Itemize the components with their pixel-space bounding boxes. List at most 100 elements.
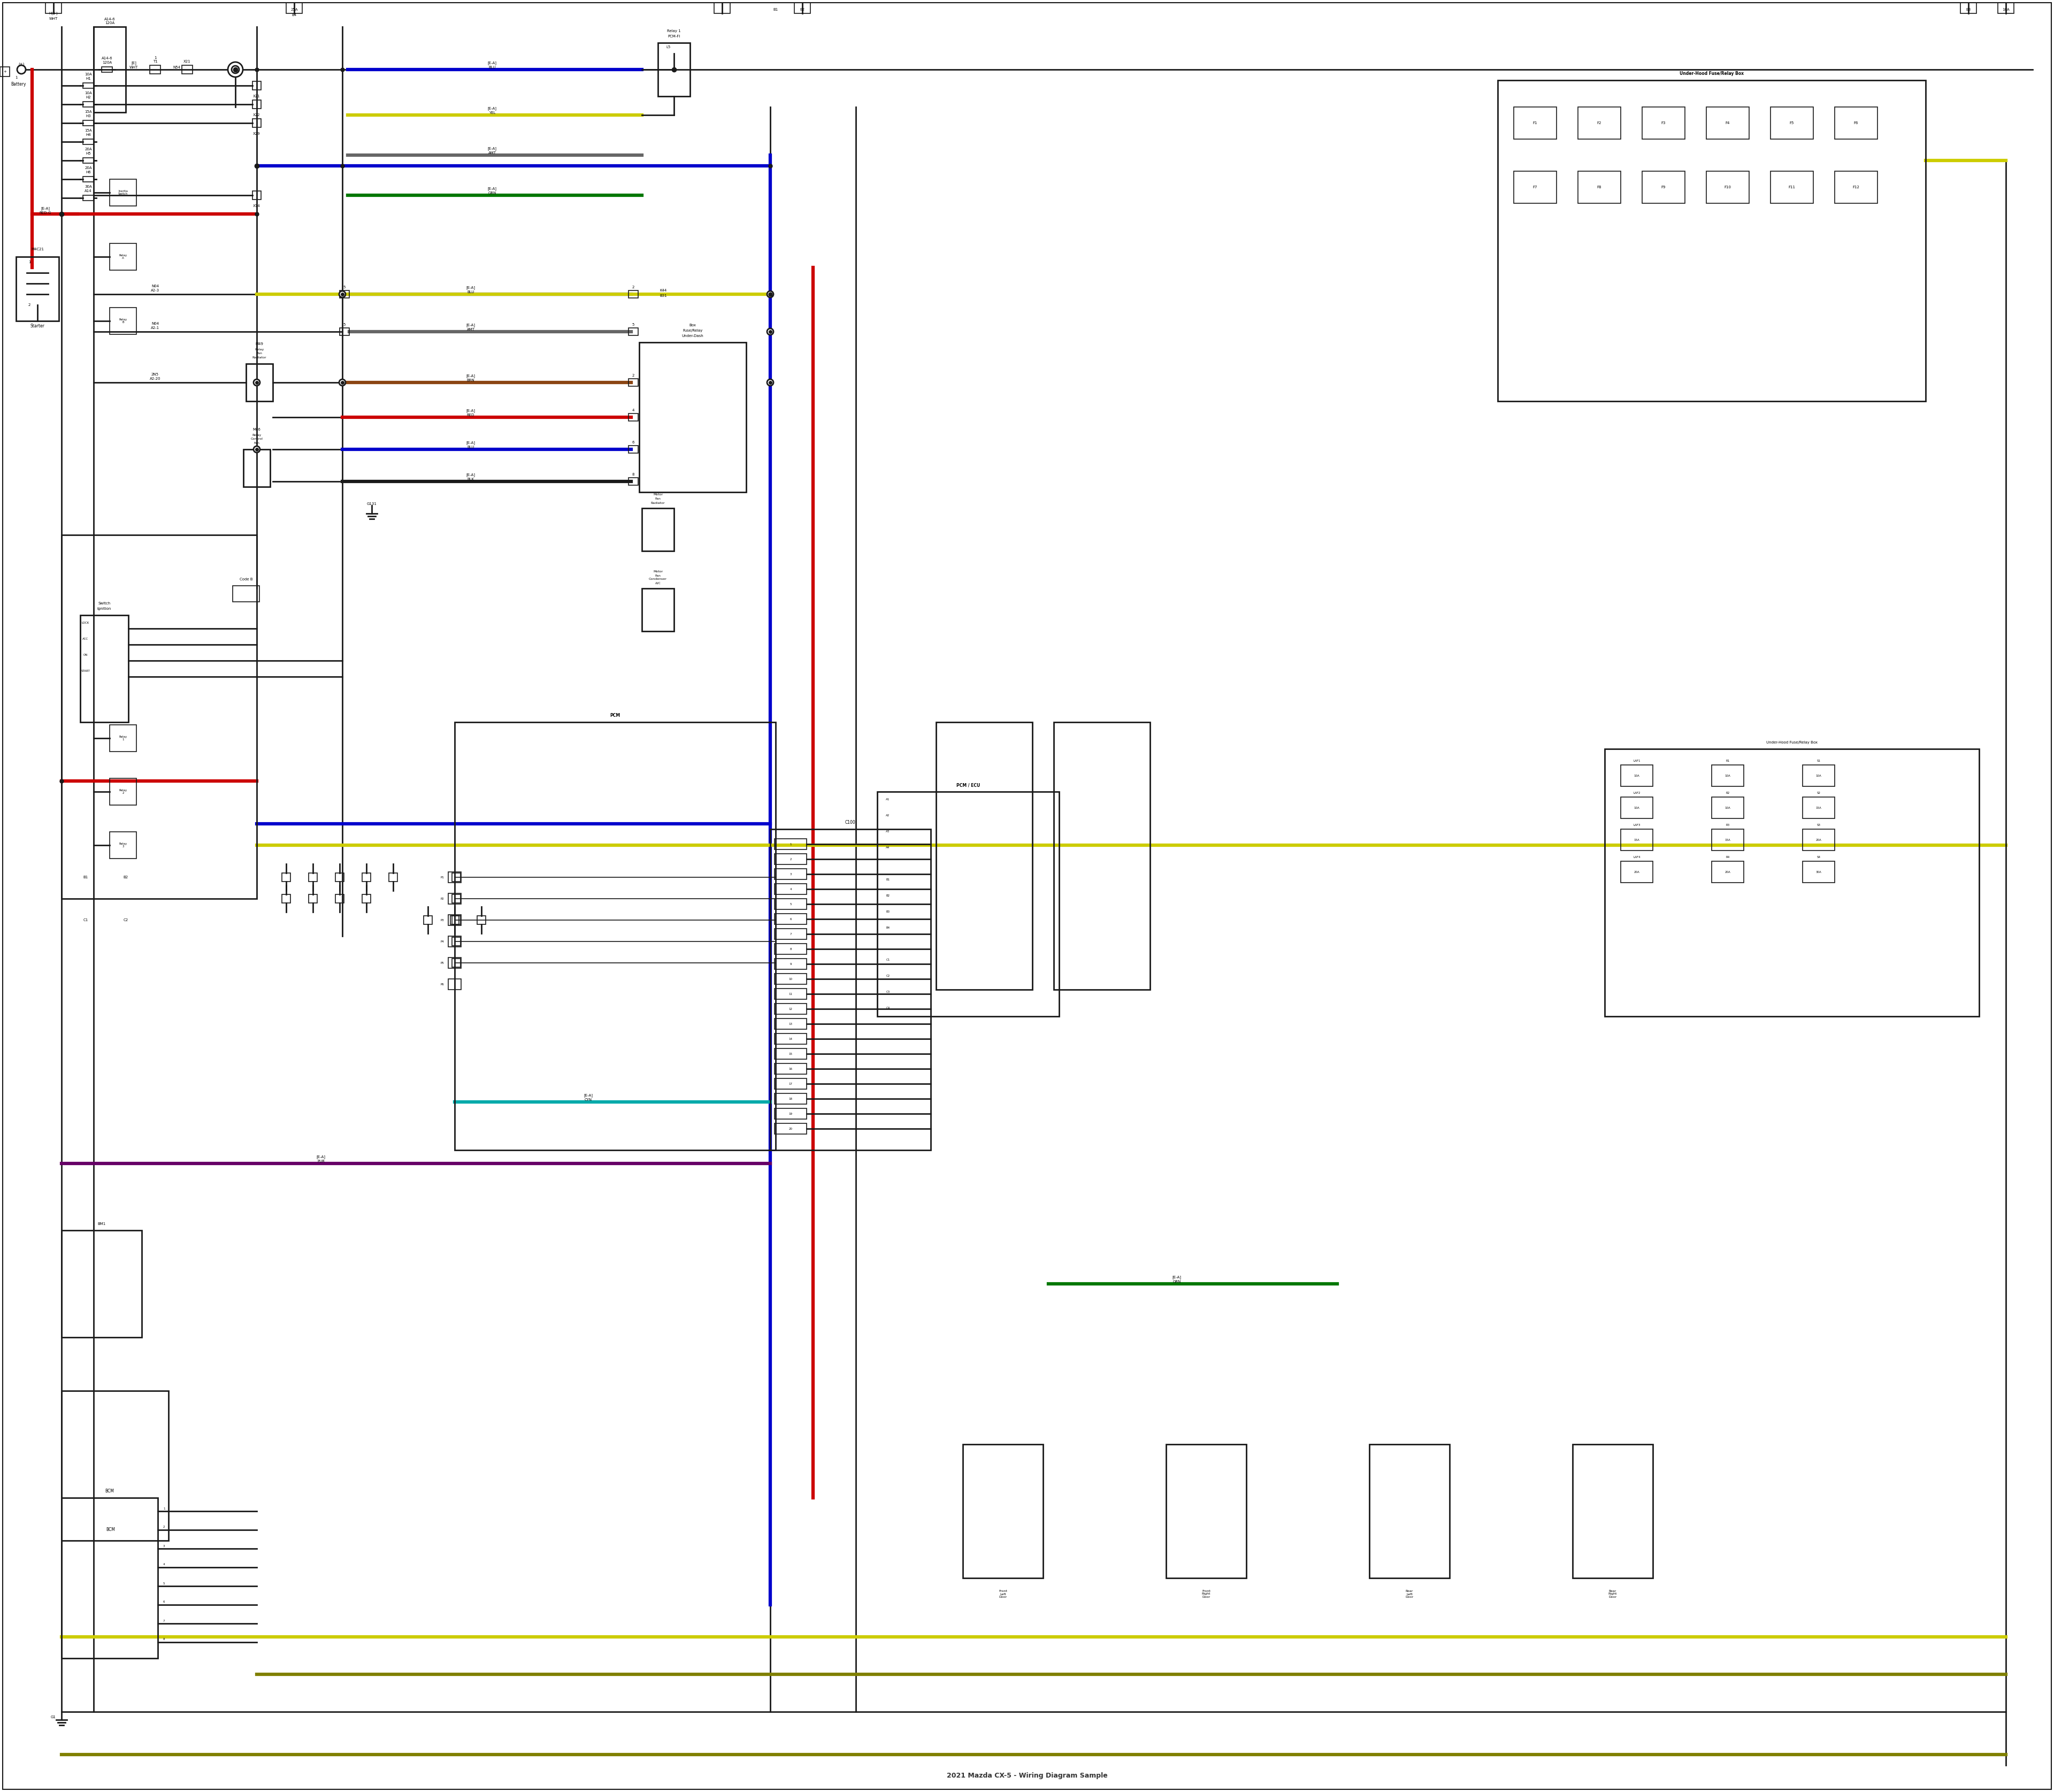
Bar (82, 195, 94, 201)
Bar (774, 914, 807, 925)
Bar (1167, 1444, 1247, 1579)
Text: 14: 14 (789, 1038, 793, 1039)
Text: Rear
Right
Door: Rear Right Door (1608, 1590, 1616, 1598)
Text: 30A: 30A (1816, 871, 1822, 873)
Bar (1641, 108, 1684, 140)
Text: F3: F3 (1662, 122, 1666, 125)
Text: 10: 10 (789, 978, 793, 980)
Text: 13: 13 (789, 1023, 793, 1025)
Bar (770, 830, 930, 1150)
Text: (+): (+) (18, 63, 25, 66)
Bar (242, 450, 271, 487)
Text: Relay
3: Relay 3 (119, 842, 127, 848)
Text: 5: 5 (633, 323, 635, 326)
Bar (183, 65, 193, 73)
Text: A3: A3 (885, 830, 889, 833)
Bar (1707, 172, 1750, 202)
Bar (16, 256, 60, 321)
Text: [E-A]: [E-A] (466, 287, 474, 290)
Text: N54: N54 (173, 66, 181, 70)
Text: LAF4: LAF4 (1633, 855, 1641, 858)
Text: 10A: 10A (1725, 806, 1732, 808)
Text: R3: R3 (1725, 824, 1729, 826)
Text: ON: ON (84, 654, 88, 656)
Bar (1514, 108, 1557, 140)
Text: S3: S3 (1818, 824, 1820, 826)
Bar (452, 937, 460, 946)
Text: F8: F8 (1598, 186, 1602, 188)
Text: Motor: Motor (653, 570, 663, 573)
Bar (937, 722, 1033, 989)
Text: X14: X14 (253, 204, 261, 208)
Bar (774, 973, 807, 984)
Text: 20A: 20A (1725, 871, 1732, 873)
Text: T1: T1 (152, 59, 158, 63)
Text: 11: 11 (789, 993, 793, 995)
Text: WHT: WHT (129, 66, 138, 70)
Circle shape (16, 65, 25, 73)
Text: 10A: 10A (1725, 774, 1732, 778)
Text: 17: 17 (789, 1082, 793, 1086)
Text: Motor: Motor (653, 493, 663, 496)
Bar (774, 989, 807, 1000)
Text: ACC: ACC (82, 638, 88, 640)
Circle shape (253, 446, 261, 453)
Text: 1: 1 (14, 75, 16, 79)
Bar (1577, 108, 1621, 140)
Text: B2: B2 (799, 7, 805, 11)
Text: A2-1: A2-1 (150, 326, 160, 330)
Bar (774, 1004, 807, 1014)
Bar (774, 883, 807, 894)
Text: S4: S4 (1818, 855, 1820, 858)
Text: B1: B1 (82, 876, 88, 878)
Text: N04: N04 (152, 285, 158, 289)
Text: C2: C2 (885, 975, 889, 978)
Text: BLU: BLU (489, 66, 495, 70)
Text: H6: H6 (86, 170, 90, 174)
Text: BCM: BCM (107, 1527, 115, 1532)
Text: H1: H1 (86, 77, 90, 81)
Bar (362, 873, 370, 882)
Bar (774, 1034, 807, 1045)
Bar (1621, 765, 1653, 787)
Bar (774, 928, 807, 939)
Text: F1: F1 (1532, 122, 1538, 125)
Bar (109, 778, 136, 805)
Text: PUR: PUR (316, 1159, 325, 1163)
Text: LAF2: LAF2 (1633, 792, 1641, 794)
Bar (335, 894, 343, 903)
Text: PCM: PCM (610, 713, 620, 719)
Text: A2: A2 (885, 814, 889, 817)
Text: Relay
A: Relay A (119, 254, 127, 260)
Bar (1711, 862, 1744, 883)
Text: [E-A]: [E-A] (487, 108, 497, 111)
Bar (82, 102, 94, 108)
Text: [E-A]: [E-A] (41, 206, 49, 210)
Text: N04: N04 (152, 323, 158, 324)
Bar (253, 100, 261, 109)
Text: A14-6: A14-6 (101, 57, 113, 59)
Bar (963, 1444, 1043, 1579)
Text: Rear
Left
Door: Rear Left Door (1405, 1590, 1413, 1598)
Text: P1: P1 (440, 876, 444, 878)
Text: Ignition: Ignition (97, 607, 111, 611)
Bar (150, 65, 160, 73)
Text: 15A: 15A (1633, 839, 1639, 840)
Bar (109, 179, 136, 206)
Text: R4: R4 (1725, 855, 1729, 858)
Bar (362, 894, 370, 903)
Text: H(+): H(+) (49, 11, 58, 14)
Text: C100: C100 (844, 821, 857, 824)
Text: [E-A]: [E-A] (583, 1093, 594, 1097)
Text: BRN: BRN (466, 378, 474, 382)
Text: L5: L5 (665, 45, 672, 48)
Text: 10A: 10A (1633, 774, 1639, 778)
Bar (62, 1391, 168, 1541)
Bar (629, 290, 639, 297)
Text: 120A: 120A (103, 61, 111, 65)
Text: Control: Control (251, 437, 263, 441)
Text: 18: 18 (789, 1097, 793, 1100)
Text: B2: B2 (123, 876, 127, 878)
Text: BLK: BLK (466, 478, 474, 480)
Text: Inertia
Switch: Inertia Switch (119, 190, 127, 195)
